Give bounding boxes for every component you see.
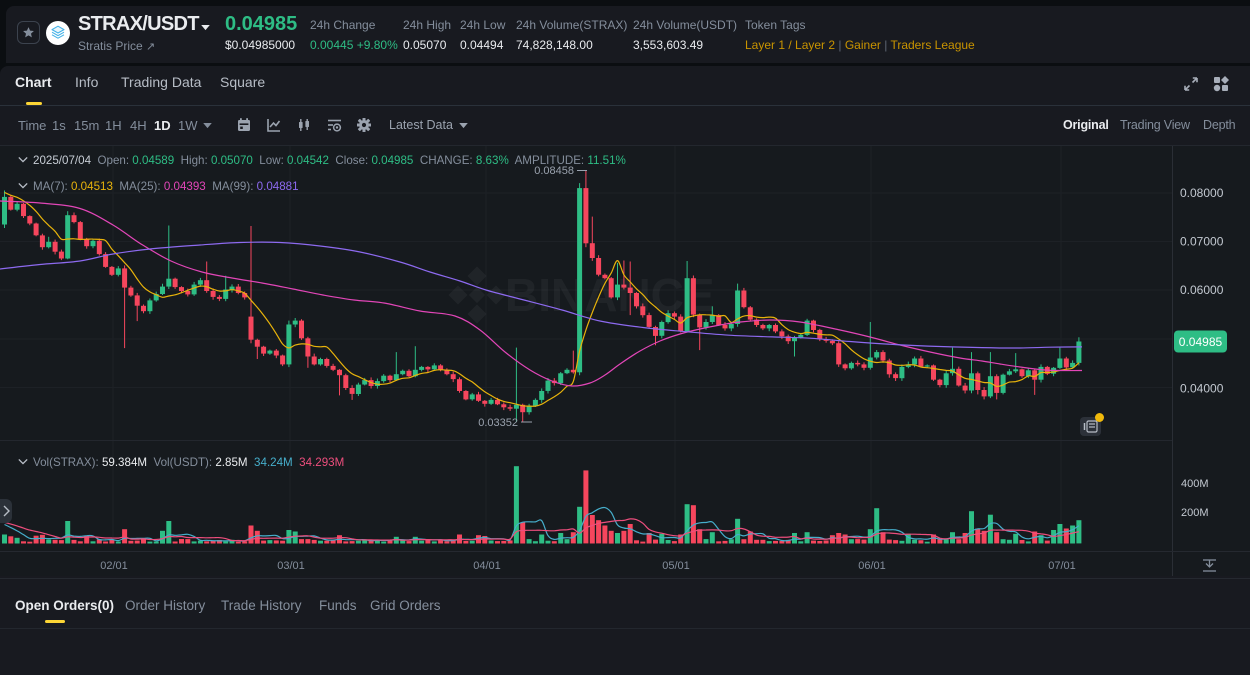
svg-text:05/01: 05/01: [662, 560, 690, 572]
svg-text:03/01: 03/01: [277, 560, 305, 572]
svg-text:0.07000: 0.07000: [1180, 235, 1224, 249]
svg-text:0.08458: 0.08458: [534, 165, 574, 177]
svg-text:07/01: 07/01: [1048, 560, 1076, 572]
svg-text:200M: 200M: [1181, 507, 1209, 519]
svg-text:400M: 400M: [1181, 478, 1209, 490]
svg-text:0.04985: 0.04985: [1179, 335, 1223, 349]
svg-text:04/01: 04/01: [473, 560, 501, 572]
svg-text:06/01: 06/01: [858, 560, 886, 572]
svg-text:0.03352: 0.03352: [478, 417, 518, 429]
svg-text:0.04000: 0.04000: [1180, 382, 1224, 396]
svg-text:02/01: 02/01: [100, 560, 128, 572]
svg-text:0.06000: 0.06000: [1180, 283, 1224, 297]
svg-text:0.08000: 0.08000: [1180, 186, 1224, 200]
